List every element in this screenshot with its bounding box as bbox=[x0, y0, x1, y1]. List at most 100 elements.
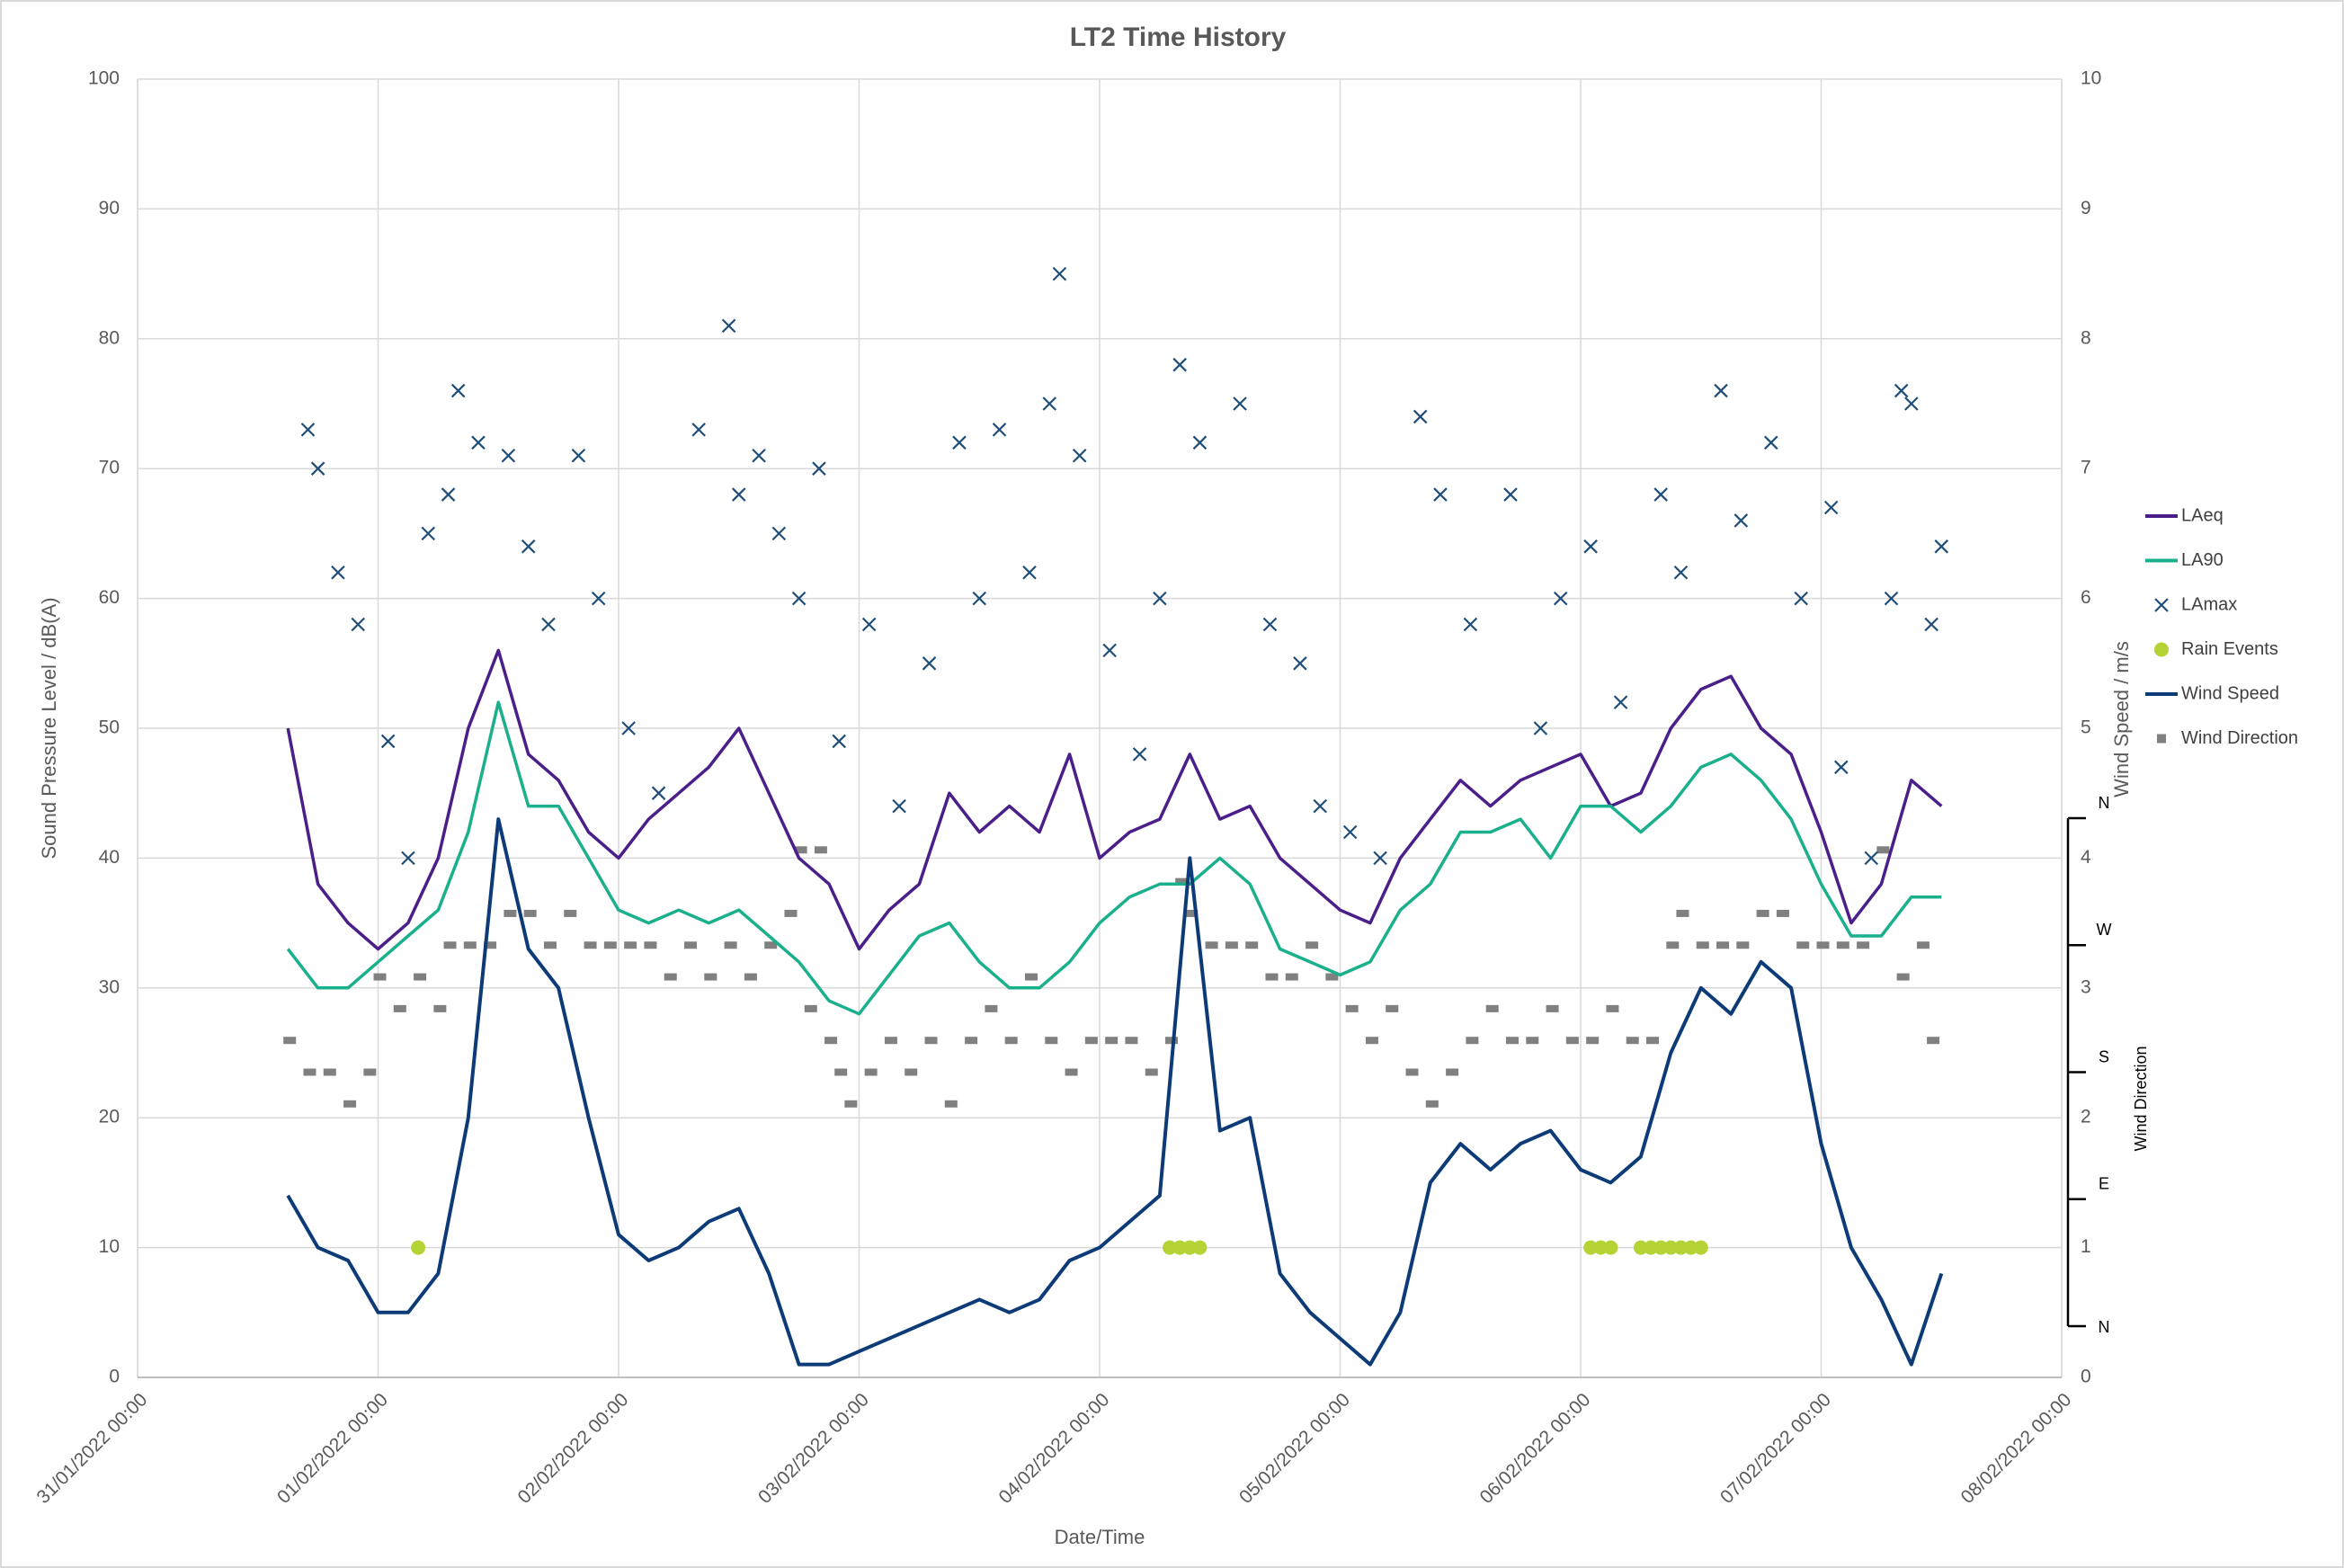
direction-marker bbox=[1125, 1037, 1138, 1045]
lamax-marker bbox=[471, 435, 486, 450]
y2-tick-label: 4 bbox=[2081, 847, 2091, 868]
lamax-marker bbox=[1042, 396, 1057, 411]
direction-axis-title: Wind Direction bbox=[2132, 1046, 2150, 1151]
lamax-marker bbox=[952, 435, 967, 450]
direction-marker bbox=[323, 1068, 336, 1076]
lamax-marker bbox=[1153, 591, 1167, 606]
direction-marker bbox=[1084, 1037, 1098, 1045]
lamax-marker bbox=[1373, 851, 1387, 866]
lamax-marker bbox=[1823, 500, 1839, 515]
rain-marker bbox=[1693, 1240, 1708, 1255]
y2-tick-label: 3 bbox=[2081, 976, 2091, 997]
direction-marker bbox=[905, 1068, 918, 1076]
legend-label: Rain Events bbox=[2181, 639, 2278, 659]
direction-marker bbox=[1325, 973, 1339, 981]
direction-marker bbox=[1265, 973, 1279, 981]
lamax-marker bbox=[1894, 383, 1909, 398]
y-tick-label: 20 bbox=[99, 1107, 120, 1127]
direction-marker bbox=[684, 941, 698, 949]
rain-marker bbox=[1192, 1240, 1208, 1255]
direction-marker bbox=[1446, 1068, 1459, 1076]
lamax-marker bbox=[922, 656, 937, 671]
lamax-marker bbox=[1904, 396, 1919, 411]
direction-marker bbox=[1816, 941, 1830, 949]
direction-marker bbox=[1505, 1037, 1519, 1045]
lamax-marker bbox=[521, 539, 536, 554]
direction-marker bbox=[1165, 1037, 1179, 1045]
direction-marker bbox=[764, 941, 778, 949]
lamax-marker bbox=[1673, 565, 1689, 580]
rain-marker bbox=[1593, 1240, 1609, 1255]
lamax-marker bbox=[310, 461, 325, 476]
direction-marker bbox=[644, 941, 657, 949]
lamax-marker bbox=[752, 448, 766, 463]
lamax-marker bbox=[651, 786, 666, 800]
lamax-marker bbox=[1262, 617, 1278, 632]
direction-marker bbox=[784, 909, 798, 917]
direction-marker bbox=[1546, 1004, 1559, 1012]
rain-marker bbox=[1663, 1240, 1679, 1255]
direction-marker bbox=[1306, 941, 1319, 949]
rain-marker bbox=[1683, 1240, 1698, 1255]
direction-marker bbox=[303, 1068, 316, 1076]
series-markers bbox=[300, 266, 1949, 866]
legend-label: Wind Speed bbox=[2181, 683, 2279, 703]
x-axis-title: Date/Time bbox=[1055, 1526, 1145, 1548]
lamax-marker bbox=[380, 734, 396, 749]
y2-tick-label: 10 bbox=[2081, 68, 2101, 89]
lamax-marker bbox=[501, 448, 516, 463]
lamax-marker bbox=[1533, 721, 1548, 735]
y2-tick-label: 6 bbox=[2081, 587, 2091, 608]
direction-tick-label: N bbox=[2099, 1318, 2110, 1336]
lamax-marker bbox=[1763, 435, 1778, 450]
direction-marker bbox=[463, 941, 477, 949]
direction-marker bbox=[523, 909, 537, 917]
direction-marker bbox=[1716, 941, 1730, 949]
lamax-marker bbox=[1192, 435, 1208, 450]
direction-marker bbox=[965, 1037, 978, 1045]
direction-marker bbox=[1405, 1068, 1419, 1076]
direction-marker bbox=[724, 941, 737, 949]
series-markers bbox=[411, 1240, 1708, 1255]
direction-marker bbox=[844, 1100, 858, 1108]
lamax-marker bbox=[2154, 598, 2169, 612]
lamax-marker bbox=[721, 318, 736, 334]
lamax-marker bbox=[972, 591, 987, 606]
lamax-marker bbox=[1172, 357, 1187, 372]
direction-marker bbox=[824, 1037, 838, 1045]
direction-marker bbox=[1606, 1004, 1619, 1012]
direction-marker bbox=[363, 1068, 377, 1076]
lamax-marker bbox=[591, 591, 606, 606]
lamax-marker bbox=[1834, 760, 1849, 775]
direction-tick-label: N bbox=[2099, 794, 2110, 812]
lamax-marker bbox=[621, 721, 636, 735]
rain-marker bbox=[1633, 1240, 1648, 1255]
direction-marker bbox=[373, 973, 387, 981]
lamax-marker bbox=[1132, 747, 1147, 762]
direction-marker bbox=[543, 941, 557, 949]
direction-marker bbox=[1796, 941, 1810, 949]
direction-marker bbox=[1896, 973, 1910, 981]
direction-marker bbox=[603, 941, 617, 949]
rain-marker bbox=[1163, 1240, 1178, 1255]
direction-marker bbox=[1045, 1037, 1058, 1045]
chart-title: LT2 Time History bbox=[1070, 22, 1287, 52]
direction-marker bbox=[1526, 1037, 1539, 1045]
direction-marker bbox=[584, 941, 597, 949]
direction-marker bbox=[924, 1037, 938, 1045]
lamax-marker bbox=[731, 487, 746, 502]
lamax-marker bbox=[541, 617, 556, 632]
direction-marker bbox=[1225, 941, 1238, 949]
lamax-marker bbox=[1313, 798, 1327, 814]
direction-marker bbox=[1365, 1037, 1378, 1045]
lamax-marker bbox=[861, 617, 877, 632]
rain-marker bbox=[1673, 1240, 1689, 1255]
y2-tick-label: 0 bbox=[2081, 1367, 2091, 1387]
lamax-marker bbox=[421, 526, 436, 541]
lamax-marker bbox=[1433, 487, 1448, 502]
lamax-marker bbox=[812, 461, 826, 476]
direction-marker bbox=[985, 1004, 998, 1012]
lamax-marker bbox=[1342, 824, 1358, 840]
lamax-marker bbox=[1553, 591, 1568, 606]
direction-marker bbox=[1836, 941, 1849, 949]
